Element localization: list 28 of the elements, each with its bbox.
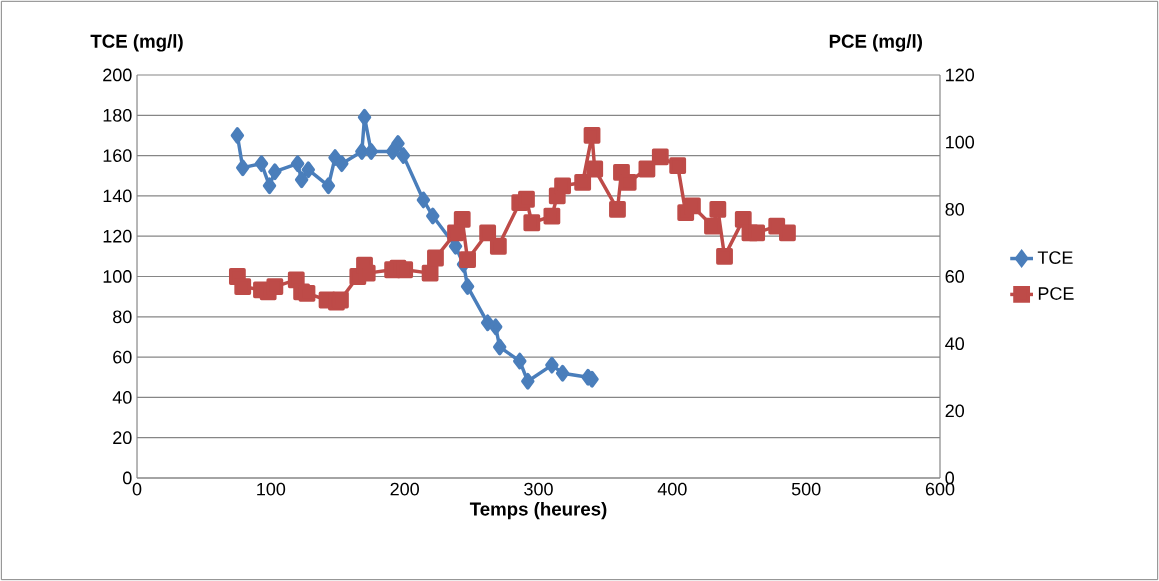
x-tick-label: 100 [257, 482, 286, 496]
x-tick-label: 500 [791, 482, 821, 496]
y2-tick-label: 60 [945, 270, 965, 283]
y-tick-label: 180 [103, 108, 132, 122]
x-tick-label: 200 [390, 482, 419, 496]
x-tick-label: 400 [657, 482, 687, 496]
y-tick-label: 20 [113, 431, 132, 445]
y-tick-label: 100 [103, 270, 132, 283]
x-axis-title: Temps (heures) [469, 501, 607, 520]
y2-tick-label: 80 [945, 202, 965, 216]
y-tick-label: 160 [103, 149, 132, 162]
y2-tick-label: 100 [946, 135, 975, 149]
y2-tick-label: 120 [946, 68, 975, 82]
y2-tick-label: 20 [945, 404, 965, 418]
y-tick-label: 80 [113, 310, 132, 324]
y-tick-label: 140 [103, 189, 132, 203]
legend-label: TCE [1037, 251, 1073, 264]
y2-tick-label: 40 [945, 337, 965, 351]
x-tick-label: 300 [524, 482, 553, 496]
y2-axis-title: PCE (mg/l) [829, 34, 922, 52]
y-tick-label: 60 [113, 350, 132, 364]
y-tick-label: 40 [112, 391, 132, 404]
y-tick-label: 200 [103, 68, 132, 82]
x-tick-label: 0 [132, 482, 142, 496]
y-tick-label: 120 [103, 229, 132, 243]
y-axis-title: TCE (mg/l) [90, 34, 183, 52]
y-tick-label: 0 [123, 471, 132, 485]
legend-label: PCE [1038, 287, 1074, 300]
